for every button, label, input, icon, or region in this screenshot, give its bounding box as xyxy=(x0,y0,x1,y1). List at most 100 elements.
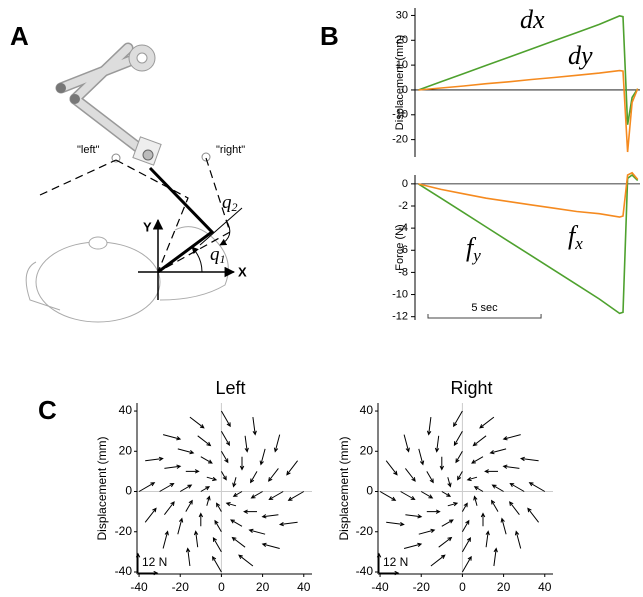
force-arrow xyxy=(438,536,453,548)
angle-label: q2 xyxy=(222,192,238,213)
panel-label: C xyxy=(38,395,57,425)
y-tick-label: -2 xyxy=(398,200,408,212)
y-axis-label: Displacement (mm) xyxy=(337,436,351,540)
x-tick-label: 40 xyxy=(297,580,311,594)
force-arrow xyxy=(220,471,227,481)
y-axis-label: Displacement (mm) xyxy=(95,436,109,540)
force-arrow xyxy=(441,519,454,527)
force-arrow xyxy=(162,530,169,549)
force-arrow xyxy=(385,460,398,476)
force-arrow xyxy=(145,456,164,462)
force-arrow xyxy=(261,542,280,549)
y-tick-label: -40 xyxy=(115,564,133,578)
axis-label: Y xyxy=(143,219,152,234)
force-arrow xyxy=(455,451,463,464)
force-arrow xyxy=(461,537,471,553)
force-arrow xyxy=(461,502,468,512)
line-series xyxy=(418,69,639,153)
y-tick-label: 40 xyxy=(360,403,374,417)
force-arrow xyxy=(418,448,425,466)
y-tick-label: 20 xyxy=(119,443,133,457)
y-tick-label: -8 xyxy=(398,266,408,278)
force-arrow xyxy=(502,434,521,441)
x-tick-label: 0 xyxy=(218,580,225,594)
scale-bar xyxy=(427,314,542,319)
axis-label: X xyxy=(238,264,247,279)
force-arrow xyxy=(185,469,200,474)
y-tick-label: -4 xyxy=(398,222,408,234)
x-tick-label: 0 xyxy=(459,580,466,594)
force-arrow xyxy=(177,517,184,535)
y-tick-label: -20 xyxy=(356,524,374,538)
force-arrow xyxy=(220,430,230,447)
force-arrow xyxy=(261,514,279,519)
scale-bar xyxy=(376,552,400,576)
force-arrow xyxy=(509,482,525,492)
angle-subscript: 1 xyxy=(220,252,226,266)
force-arrow xyxy=(461,519,470,533)
force-arrow xyxy=(453,430,463,447)
scale-bar-label: 12 N xyxy=(383,555,408,569)
force-arrow xyxy=(179,484,193,492)
line-series xyxy=(417,173,639,315)
force-arrow xyxy=(434,435,440,453)
force-arrow xyxy=(273,434,281,453)
force-arrow xyxy=(138,482,156,492)
force-arrow xyxy=(471,456,484,464)
force-arrow xyxy=(426,417,432,436)
force-arrow xyxy=(159,482,175,492)
y-tick-label: -20 xyxy=(115,524,133,538)
y-tick-label: -10 xyxy=(392,288,408,300)
force-arrow xyxy=(220,410,231,428)
y-tick-label: 0 xyxy=(125,484,132,498)
force-arrow xyxy=(430,554,446,567)
force-arrow xyxy=(185,547,191,567)
force-arrow xyxy=(489,448,507,455)
series-name: f xyxy=(568,221,579,250)
force-arrow xyxy=(162,434,182,441)
series-subscript: y xyxy=(471,246,481,265)
y-tick-label: -6 xyxy=(398,244,408,256)
force-arrow xyxy=(439,456,445,471)
force-arrow xyxy=(185,499,193,512)
force-arrow xyxy=(244,435,249,453)
force-arrow xyxy=(230,519,243,527)
x-tick-label: 20 xyxy=(256,580,270,594)
y-tick-label: -40 xyxy=(356,564,374,578)
panel-label: B xyxy=(320,21,339,51)
force-arrow xyxy=(491,484,504,492)
force-arrow xyxy=(144,507,157,523)
line-series xyxy=(418,171,639,218)
force-arrow xyxy=(200,486,211,492)
force-arrow xyxy=(403,434,410,453)
force-arrow xyxy=(212,555,222,573)
y-tick-label: 10 xyxy=(396,59,408,71)
scale-bar xyxy=(135,552,159,576)
panel-a: A "left" "right" Y X q2 q1 xyxy=(10,21,247,323)
force-arrow xyxy=(252,417,257,436)
force-arrow xyxy=(286,460,298,476)
y-axis-label: Force (N) xyxy=(394,224,406,270)
force-arrow xyxy=(239,456,245,471)
series-name: f xyxy=(466,233,477,262)
force-arrow xyxy=(453,410,463,428)
force-arrow xyxy=(200,456,213,464)
y-axis-label: Displacement (mm) xyxy=(394,35,406,130)
force-arrow xyxy=(491,499,499,512)
force-arrow xyxy=(485,530,490,548)
panel-label: A xyxy=(10,21,29,51)
x-tick-label: 20 xyxy=(497,580,511,594)
series-label: fy xyxy=(466,233,481,265)
force-arrow xyxy=(243,509,257,514)
force-arrow xyxy=(509,501,520,516)
target-label: "left" xyxy=(77,144,100,156)
chart-title: Right xyxy=(450,378,492,398)
scale-bar-label: 5 sec xyxy=(471,302,498,314)
force-arrow xyxy=(405,514,423,519)
force-arrow xyxy=(426,509,441,514)
y-tick-label: 30 xyxy=(396,9,408,21)
series-name: dy xyxy=(568,41,593,70)
y-tick-label: 0 xyxy=(402,84,408,96)
